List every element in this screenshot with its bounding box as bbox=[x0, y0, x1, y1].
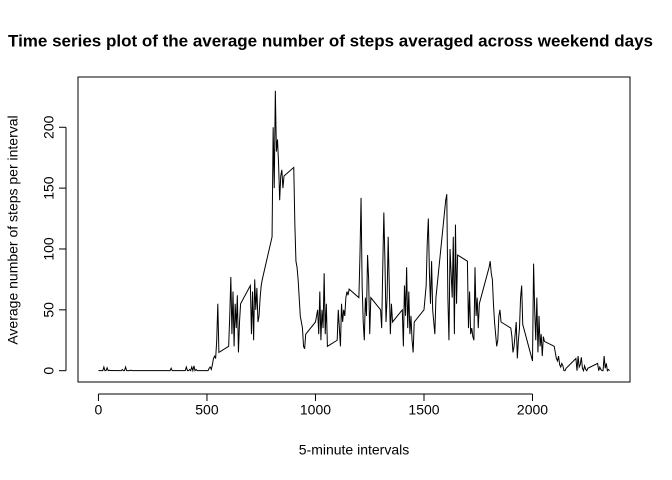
y-tick-label: 0 bbox=[41, 367, 57, 375]
plot-box bbox=[77, 76, 631, 383]
y-tick-label: 50 bbox=[41, 302, 57, 318]
data-line bbox=[98, 90, 610, 373]
x-tick-label: 1500 bbox=[408, 402, 439, 418]
y-tick-label: 200 bbox=[41, 115, 57, 139]
x-tick-label: 1000 bbox=[300, 402, 331, 418]
x-tick-label: 500 bbox=[195, 402, 219, 418]
chart-title: Time series plot of the average number o… bbox=[8, 31, 653, 50]
x-tick-label: 2000 bbox=[517, 402, 548, 418]
x-axis-label: 5-minute intervals bbox=[299, 442, 410, 458]
x-tick-label: 0 bbox=[95, 402, 103, 418]
y-tick-label: 150 bbox=[41, 176, 57, 200]
y-tick-label: 100 bbox=[41, 237, 57, 261]
y-axis-label: Average number of steps per interval bbox=[5, 115, 21, 344]
